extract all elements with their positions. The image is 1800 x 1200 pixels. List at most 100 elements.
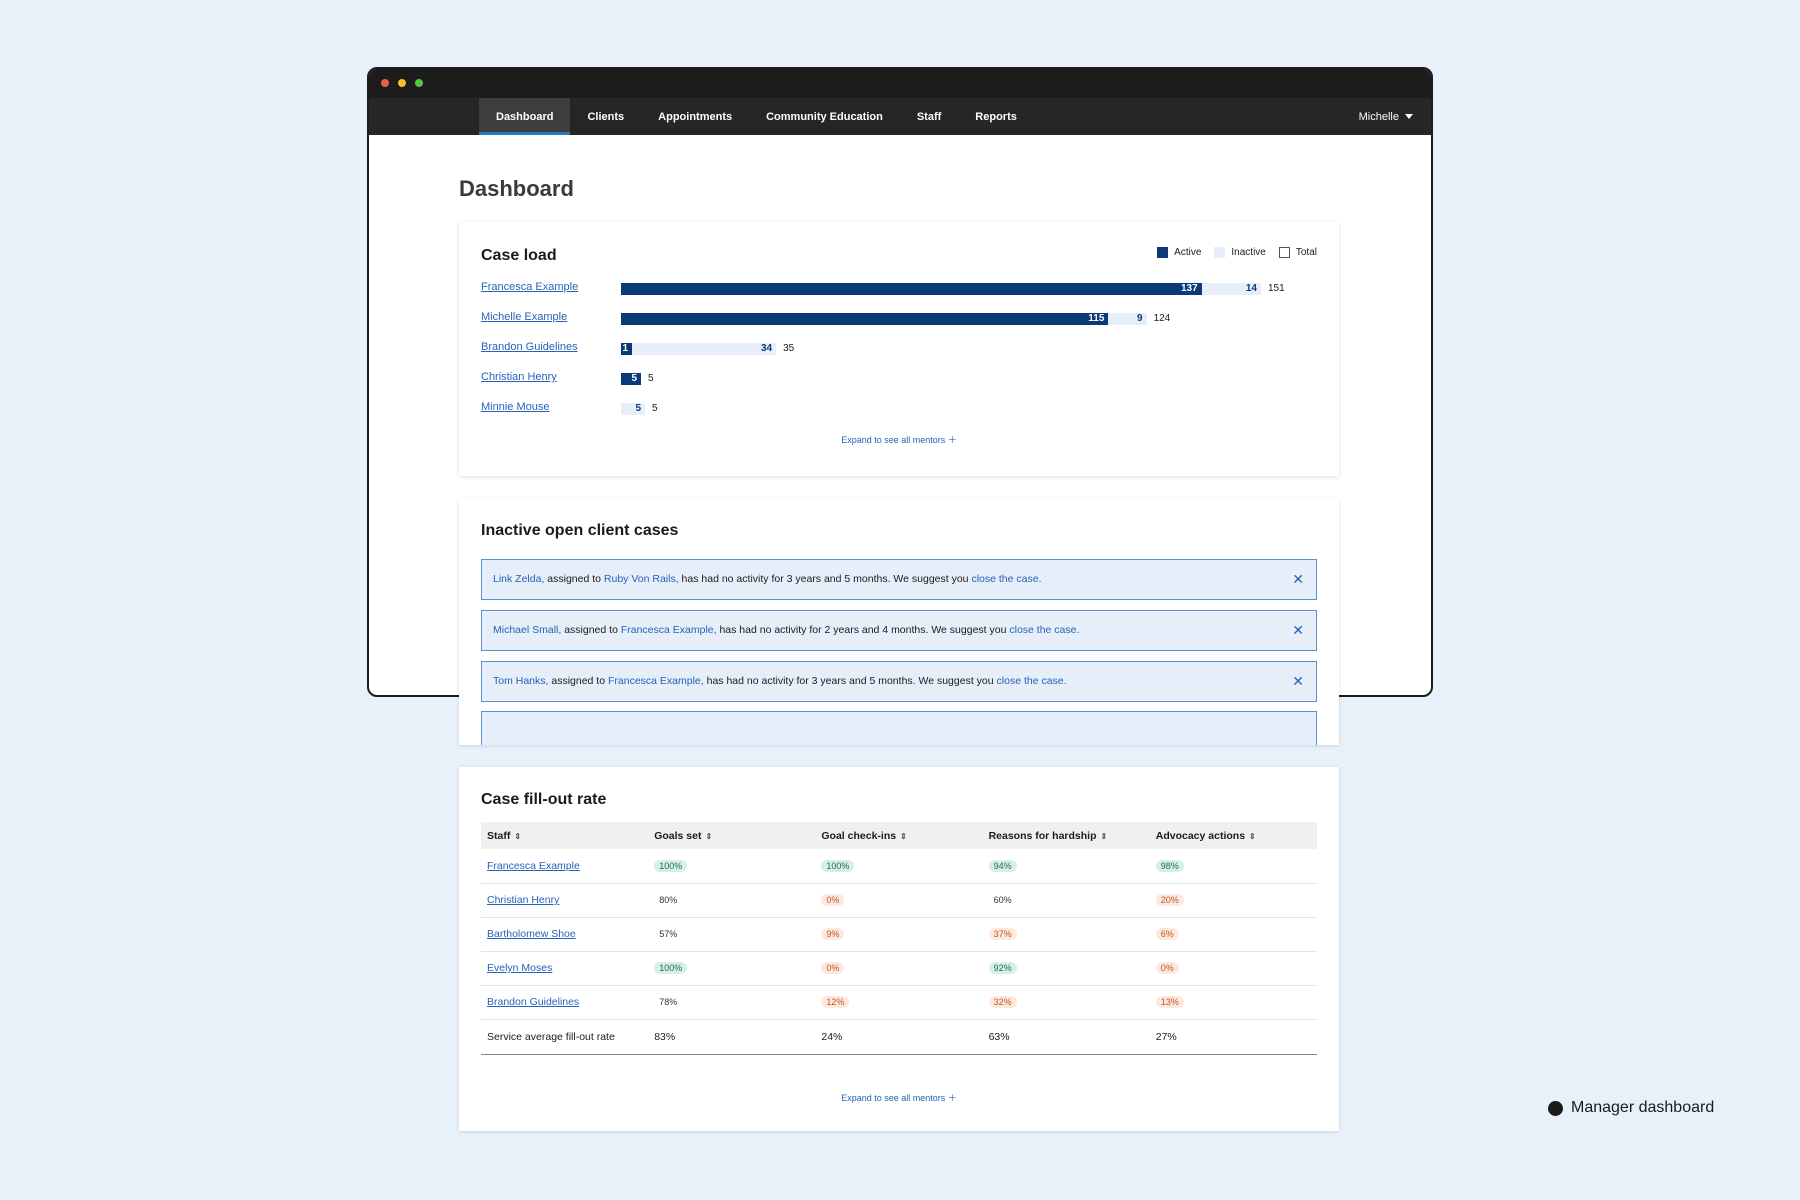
mentor-link[interactable]: Brandon Guidelines [481, 341, 578, 353]
fillout-expand-link[interactable]: Expand to see all mentors ＋ [841, 1093, 957, 1103]
fillout-table: Staff ⇕ Goals set ⇕ Goal check-ins ⇕ Reasons f… [481, 822, 1317, 1055]
column-header[interactable]: Reasons for hardship ⇕ [982, 822, 1150, 849]
column-header[interactable]: Goals set ⇕ [648, 822, 816, 849]
average-value: 27% [1149, 1018, 1317, 1055]
active-bar: 5 [621, 373, 641, 385]
column-header[interactable]: Goal check-ins ⇕ [815, 822, 983, 849]
rate-cell: 100% [815, 849, 983, 884]
rate-badge: 6% [1155, 928, 1179, 940]
rate-cell: 98% [1149, 849, 1317, 884]
sort-icon[interactable]: ⇕ [1100, 831, 1108, 841]
close-icon[interactable]: ✕ [1292, 571, 1304, 587]
caseload-row: Minnie Mouse 5 5 [481, 399, 1321, 419]
total-swatch [1278, 247, 1290, 258]
staff-link[interactable]: Brandon Guidelines [481, 985, 649, 1020]
sort-icon[interactable]: ⇕ [705, 831, 713, 841]
rate-cell: 13% [1149, 985, 1317, 1020]
rate-badge: 60% [993, 895, 1012, 905]
rate-cell: 78% [648, 985, 816, 1020]
rate-cell: 6% [1149, 917, 1317, 952]
active-bar: 1 [621, 343, 632, 355]
sort-icon[interactable]: ⇕ [514, 831, 522, 841]
caseload-expand-link[interactable]: Expand to see all mentors ＋ [841, 435, 957, 445]
average-value: 83% [648, 1018, 816, 1055]
staff-link[interactable]: Francesca Example [481, 849, 649, 884]
maximize-window-icon[interactable] [415, 79, 423, 87]
caseload-card: Case load Active Inactive Total Francesc… [459, 222, 1339, 476]
column-header-label: Staff [487, 829, 511, 842]
legend-inactive: Inactive [1214, 247, 1266, 258]
total-label: 124 [1153, 313, 1171, 324]
fillout-title: Case fill-out rate [481, 791, 607, 808]
mentor-link[interactable]: Minnie Mouse [481, 401, 550, 413]
average-row: Service average fill-out rate 83% 24% 63% 27… [481, 1018, 1317, 1055]
close-icon[interactable]: ✕ [1292, 622, 1304, 638]
client-link[interactable]: Link Zelda, [493, 573, 545, 585]
close-icon[interactable]: ✕ [1292, 673, 1304, 689]
rate-cell: 60% [982, 883, 1150, 918]
rate-cell: 0% [815, 951, 983, 986]
tab-staff[interactable]: Staff [916, 110, 942, 123]
active-swatch [1157, 247, 1169, 258]
rate-badge: 0% [1155, 962, 1179, 974]
total-label: 5 [652, 403, 658, 414]
staff-link[interactable]: Francesca Example, [607, 675, 704, 687]
top-navbar: Dashboard Clients Appointments Community… [369, 98, 1431, 135]
tab-reports[interactable]: Reports [975, 110, 1017, 123]
bar-track: 137 14 151 [621, 283, 1321, 295]
rate-badge: 80% [659, 895, 678, 905]
close-case-link[interactable]: close the case. [996, 675, 1067, 687]
rate-badge: 37% [988, 928, 1017, 940]
tab-appointments[interactable]: Appointments [658, 110, 733, 123]
inactive-cases-title: Inactive open client cases [481, 522, 679, 539]
rate-cell: 9% [815, 917, 983, 952]
rate-cell: 32% [982, 985, 1150, 1020]
caseload-row: Michelle Example 115 9 124 [481, 309, 1321, 329]
bar-track: 115 9 124 [621, 313, 1321, 325]
close-window-icon[interactable] [381, 79, 389, 87]
column-header[interactable]: Advocacy actions ⇕ [1149, 822, 1317, 849]
staff-link[interactable]: Bartholomew Shoe [481, 917, 649, 952]
total-label: 151 [1268, 283, 1285, 294]
tab-dashboard[interactable]: Dashboard [479, 98, 571, 135]
staff-link[interactable]: Evelyn Moses [481, 951, 649, 986]
close-case-link[interactable]: close the case. [1009, 624, 1080, 636]
sort-icon[interactable]: ⇕ [900, 831, 907, 841]
inactive-bar: 9 [1108, 313, 1147, 325]
rate-badge: 32% [988, 996, 1017, 1008]
staff-link[interactable]: Christian Henry [481, 883, 649, 918]
table-row: Francesca Example 100% 100% 94% 98% [481, 849, 1317, 884]
close-case-link[interactable]: close the case. [971, 573, 1042, 585]
rate-badge: 0% [821, 962, 845, 974]
inactive-case-alert: Link Zelda, assigned to Ruby Von Rails, … [481, 559, 1317, 600]
staff-link[interactable]: Ruby Von Rails, [603, 573, 679, 585]
tab-clients[interactable]: Clients [587, 110, 625, 123]
mentor-link[interactable]: Francesca Example [481, 281, 579, 293]
client-link[interactable]: Michael Small, [493, 624, 562, 636]
mentor-link[interactable]: Michelle Example [481, 311, 568, 323]
user-menu[interactable]: Michelle [1359, 98, 1413, 135]
staff-link[interactable]: Francesca Example, [620, 624, 717, 636]
sort-icon[interactable]: ⇕ [1249, 831, 1256, 841]
legend-inactive-label: Inactive [1231, 247, 1266, 258]
rate-badge: 78% [659, 997, 678, 1007]
average-value: 24% [815, 1018, 983, 1055]
rate-cell: 12% [815, 985, 983, 1020]
average-label: Service average fill-out rate [481, 1018, 649, 1055]
bullet-icon [1548, 1100, 1563, 1116]
client-link[interactable]: Tom Hanks, [493, 675, 549, 687]
rate-badge: 94% [988, 859, 1017, 872]
average-value: 63% [982, 1018, 1150, 1055]
minimize-window-icon[interactable] [398, 79, 406, 87]
caseload-row: Francesca Example 137 14 151 [481, 279, 1321, 299]
rate-cell: 37% [982, 917, 1150, 952]
column-header-label: Goal check-ins [821, 829, 897, 842]
mentor-link[interactable]: Christian Henry [481, 371, 557, 383]
inactive-case-alert: Michael Small, assigned to Francesca Exa… [481, 610, 1317, 651]
column-header[interactable]: Staff ⇕ [481, 822, 649, 849]
active-bar: 115 [621, 313, 1109, 325]
caseload-legend: Active Inactive Total [1157, 247, 1317, 258]
tab-community-education[interactable]: Community Education [766, 110, 883, 123]
legend-total-label: Total [1295, 247, 1317, 258]
column-header-label: Advocacy actions [1155, 829, 1246, 842]
